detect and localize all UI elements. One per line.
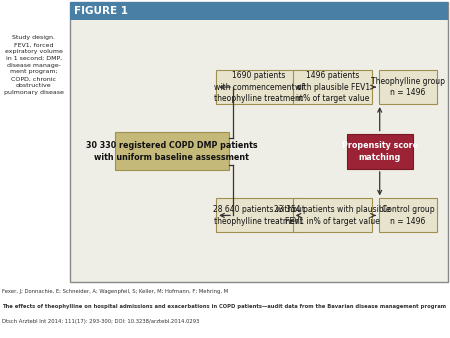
Text: 30 330 registered COPD DMP patients
with uniform baseline assessment: 30 330 registered COPD DMP patients with… — [86, 141, 257, 162]
FancyBboxPatch shape — [293, 198, 372, 233]
FancyBboxPatch shape — [293, 70, 372, 104]
FancyBboxPatch shape — [70, 2, 448, 282]
Text: 1690 patients
with commencement of
theophylline treatment: 1690 patients with commencement of theop… — [214, 71, 304, 103]
FancyBboxPatch shape — [379, 70, 437, 104]
Text: 28 640 patients without
theophylline treatment: 28 640 patients without theophylline tre… — [213, 205, 305, 226]
FancyBboxPatch shape — [115, 132, 229, 170]
Text: Fexer, J; Donnachie, E; Schneider, A; Wagenpfeil, S; Keller, M; Hofmann, F; Mehr: Fexer, J; Donnachie, E; Schneider, A; Wa… — [2, 289, 228, 294]
Text: Study design.
FEV1, forced
expiratory volume
in 1 second; DMP,
disease manage-
m: Study design. FEV1, forced expiratory vo… — [4, 35, 64, 95]
FancyBboxPatch shape — [70, 2, 448, 20]
Text: FIGURE 1: FIGURE 1 — [74, 6, 128, 16]
FancyBboxPatch shape — [216, 70, 302, 104]
Text: Dtsch Arztebl Int 2014; 111(17): 293-300; DOI: 10.3238/arztebl.2014.0293: Dtsch Arztebl Int 2014; 111(17): 293-300… — [2, 319, 200, 324]
Text: The effects of theophylline on hospital admissions and exacerbations in COPD pat: The effects of theophylline on hospital … — [2, 304, 446, 309]
Text: Control group
n = 1496: Control group n = 1496 — [382, 205, 434, 226]
FancyBboxPatch shape — [346, 134, 413, 169]
Text: Propensity score
matching: Propensity score matching — [342, 141, 418, 162]
FancyBboxPatch shape — [216, 198, 302, 233]
Text: 23 354 patients with plausible
FEV1 in% of target value: 23 354 patients with plausible FEV1 in% … — [274, 205, 391, 226]
Text: Theophylline group
n = 1496: Theophylline group n = 1496 — [371, 77, 445, 97]
Text: 1496 patients
with plausible FEV1
in% of target value: 1496 patients with plausible FEV1 in% of… — [295, 71, 370, 103]
FancyBboxPatch shape — [379, 198, 437, 233]
